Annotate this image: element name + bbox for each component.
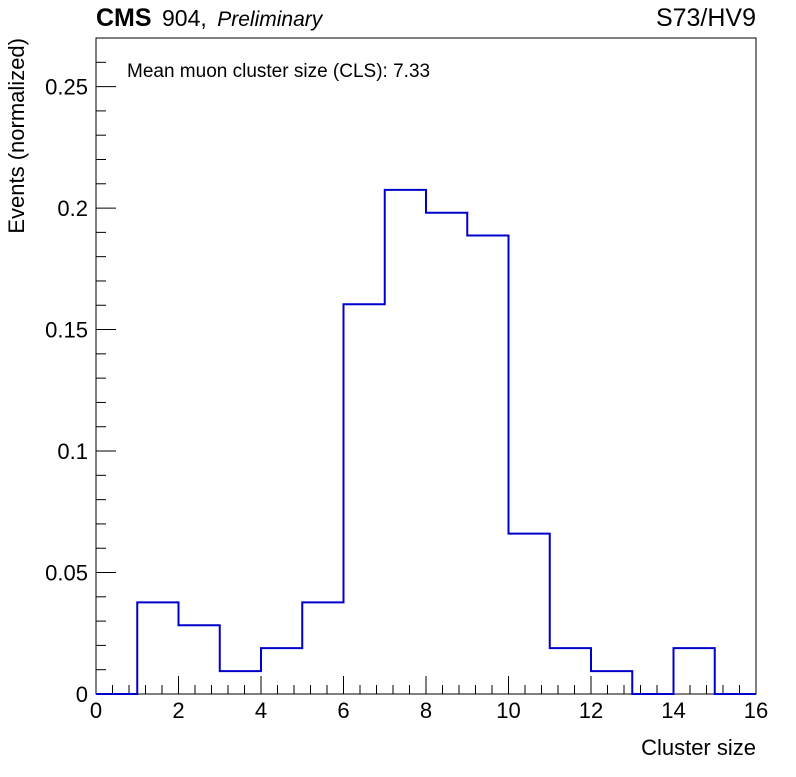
plot-frame [95, 37, 757, 695]
y-tick-label: 0.2 [57, 196, 88, 221]
cms-header-label: CMS 904, Preliminary [96, 4, 324, 32]
y-axis-ticks [96, 37, 116, 695]
x-tick-label: 10 [496, 698, 520, 723]
run-tag-label: S73/HV9 [656, 4, 756, 32]
x-tick-label: 14 [661, 698, 685, 723]
x-axis-title: Cluster size [641, 735, 756, 760]
x-tick-label: 12 [579, 698, 603, 723]
y-tick-label: 0 [76, 682, 88, 707]
histogram-step-line [96, 188, 756, 695]
x-tick-label: 16 [744, 698, 768, 723]
x-tick-label: 8 [420, 698, 432, 723]
y-axis-tick-labels: 0 0.05 0.1 0.15 0.2 0.25 [45, 75, 88, 707]
facility-label: 904, [162, 5, 207, 31]
mean-cls-annotation: Mean muon cluster size (CLS): 7.33 [127, 61, 430, 82]
experiment-label: CMS [96, 4, 152, 32]
y-axis-title: Events (normalized) [4, 38, 29, 234]
x-axis-ticks [95, 676, 757, 694]
y-tick-label: 0.25 [45, 75, 88, 100]
preliminary-label: Preliminary [217, 8, 324, 31]
x-tick-label: 4 [255, 698, 267, 723]
x-tick-label: 0 [90, 698, 102, 723]
x-tick-label: 6 [337, 698, 349, 723]
y-tick-label: 0.05 [45, 561, 88, 586]
x-tick-label: 2 [172, 698, 184, 723]
y-tick-label: 0.15 [45, 318, 88, 343]
y-tick-label: 0.1 [57, 439, 88, 464]
x-axis-tick-labels: 0 2 4 6 8 10 12 14 16 [90, 698, 768, 723]
